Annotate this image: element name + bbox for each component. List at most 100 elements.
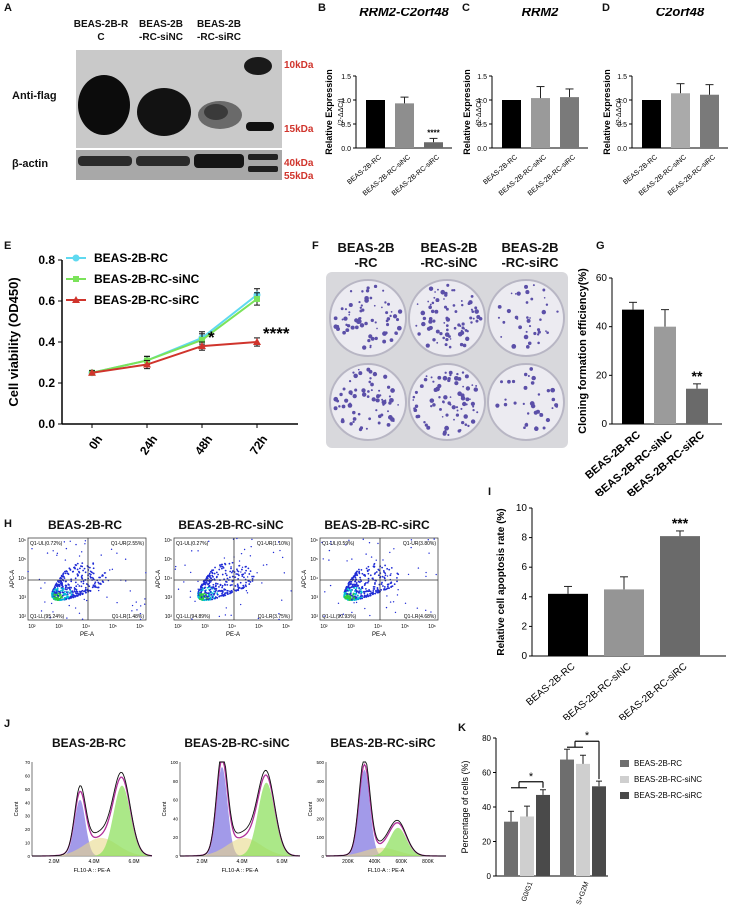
y-tick-label: 10³ xyxy=(165,595,173,601)
y-tick-label: 10³ xyxy=(19,595,27,601)
significance-label: **** xyxy=(263,324,290,343)
bar-3 xyxy=(560,97,579,148)
y-tick-label: 60 xyxy=(596,273,608,284)
culture-dish xyxy=(487,363,565,441)
y-tick-label: 4 xyxy=(521,592,527,603)
bar-BEAS-2B-RC-siRC-G0/G1 xyxy=(536,794,550,876)
legend-label: BEAS-2B-RC xyxy=(94,251,168,265)
chart-apoptosis-rate: Relative cell apoptosis rate (%) 0 2 4 6 8 10 B… xyxy=(496,503,726,720)
x-axis-label: FL10-A :: PE-A xyxy=(74,868,111,874)
y-axis-label-group: Relative Expression (2-ΔΔCt) xyxy=(602,69,623,155)
legend-swatch xyxy=(620,792,629,799)
y-tick-label: 10⁴ xyxy=(18,576,26,582)
bar-1 xyxy=(548,593,588,656)
y-axis-label: Relative Expression xyxy=(602,69,612,155)
x-tick-label: G0/G1 xyxy=(521,881,535,903)
blot-lane-label-2: BEAS-2B -RC-siNC xyxy=(139,19,183,43)
y-axis-label-group: Count xyxy=(308,801,314,816)
y-tick-label: 0 xyxy=(175,854,178,859)
x-tick-label: 0h xyxy=(86,433,106,453)
y-tick-label: 30 xyxy=(25,814,31,819)
x-tick-label: 10⁶ xyxy=(428,624,436,630)
panel-label-f: F xyxy=(312,240,319,252)
g1-peak xyxy=(326,769,446,856)
y-axis-label: APC-A xyxy=(156,570,162,588)
x-tick-label: 10⁶ xyxy=(282,624,290,630)
y-axis-label: Count xyxy=(14,801,20,816)
western-blot-image xyxy=(76,50,282,180)
culture-dish xyxy=(487,279,565,357)
data-point xyxy=(254,295,260,302)
plot-frame xyxy=(173,537,293,621)
legend-label: BEAS-2B-RC xyxy=(634,759,682,768)
quadrant-ur-label: Q1-UR(2.55%) xyxy=(111,541,144,547)
y-tick-label: 0.0 xyxy=(477,146,487,153)
colony-label-2: BEAS-2B -RC-siNC xyxy=(420,240,478,270)
y-axis-label: Count xyxy=(162,801,168,816)
y-axis-sublabel: (2-ΔΔCt) xyxy=(616,98,623,125)
y-tick-label: 60 xyxy=(25,773,31,778)
x-tick-label: 10³ xyxy=(347,624,355,630)
y-tick-label: 10⁴ xyxy=(310,576,318,582)
flow-plot-2: Q1-UL(0.27%) Q1-UR(1.10%) Q1-LL(94.89%) Q1-… xyxy=(156,537,293,638)
y-axis-label: Percentage of cells (%) xyxy=(460,760,470,853)
quadrant-ur-label: Q1-UR(3.80%) xyxy=(403,541,436,547)
x-tick-label: 10⁴ xyxy=(82,624,90,630)
legend-swatch xyxy=(620,760,629,767)
y-tick-label: 1.0 xyxy=(617,98,627,105)
y-tick-label: 10³ xyxy=(311,595,319,601)
y-tick-label: 0.4 xyxy=(38,335,55,349)
x-tick-label: 10⁴ xyxy=(228,624,236,630)
y-axis-label-group: Count xyxy=(14,801,20,816)
histogram-line xyxy=(179,761,301,857)
x-tick-label: 600K xyxy=(395,859,407,865)
x-tick-label: 4.0M xyxy=(88,859,99,865)
y-tick-label: 200 xyxy=(316,816,324,821)
chart-cell-viability: Cell viability (OD450) 0.0 0.2 0.4 0.6 0.8 0h 2… xyxy=(6,251,298,457)
legend-marker xyxy=(72,296,80,303)
y-tick-label: 20 xyxy=(596,370,608,381)
bar-3 xyxy=(700,94,719,148)
cell-cycle-title-2: BEAS-2B-RC-siNC xyxy=(184,736,290,750)
x-tick-label: 6.0M xyxy=(128,859,139,865)
y-tick-label: 1.0 xyxy=(477,98,487,105)
flow-plot-3: Q1-UL(0.59%) Q1-UR(3.80%) Q1-LL(90.93%) Q1-… xyxy=(302,537,439,638)
x-axis-label: PE-A xyxy=(80,632,94,638)
g2-peak xyxy=(32,785,152,856)
legend-marker xyxy=(72,254,80,262)
panel-label-j: J xyxy=(4,718,11,730)
y-axis-label-group: APC-A xyxy=(156,570,162,588)
y-tick-label: 50 xyxy=(25,787,31,792)
y-tick-label: 300 xyxy=(316,798,324,803)
cell-cycle-title-3: BEAS-2B-RC-siRC xyxy=(330,736,436,750)
panel-label-e: E xyxy=(4,240,12,252)
bar-1 xyxy=(366,100,385,148)
y-axis-label-group: Cloning formation efficiency(%) xyxy=(577,268,589,434)
marker-15kda: 15kDa xyxy=(284,124,314,135)
panel-label-k: K xyxy=(458,722,466,734)
y-tick-label: 1.5 xyxy=(617,74,627,81)
panel-label-i: I xyxy=(488,486,492,498)
bar-1 xyxy=(502,100,521,148)
significance-label: * xyxy=(208,328,215,347)
x-tick-label: 10⁵ xyxy=(255,624,263,630)
significance-label: ** xyxy=(692,368,703,384)
y-tick-label: 40 xyxy=(25,800,31,805)
culture-dish xyxy=(329,363,407,441)
flow-title-2: BEAS-2B-RC-siNC xyxy=(178,518,284,532)
cell-cycle-plot-3: 200K 400K 600K 800K 0 100 200 300 400 500 FL10-A :… xyxy=(308,760,447,874)
quadrant-ul-label: Q1-UL(0.72%) xyxy=(30,541,63,547)
x-tick-label: 10³ xyxy=(201,624,209,630)
bar-3 xyxy=(686,388,708,424)
y-tick-label: 0.0 xyxy=(38,417,55,431)
y-tick-label: 80 xyxy=(173,779,179,784)
x-tick-label: 10² xyxy=(28,624,36,630)
x-axis-label: PE-A xyxy=(226,632,240,638)
plot-frame xyxy=(27,537,147,621)
x-axis-label: FL10-A :: PE-A xyxy=(222,868,259,874)
significance-label: * xyxy=(529,771,534,783)
y-tick-label: 100 xyxy=(316,835,324,840)
chart-title: RRM2 xyxy=(522,8,560,19)
y-tick-label: 10⁶ xyxy=(164,538,172,544)
